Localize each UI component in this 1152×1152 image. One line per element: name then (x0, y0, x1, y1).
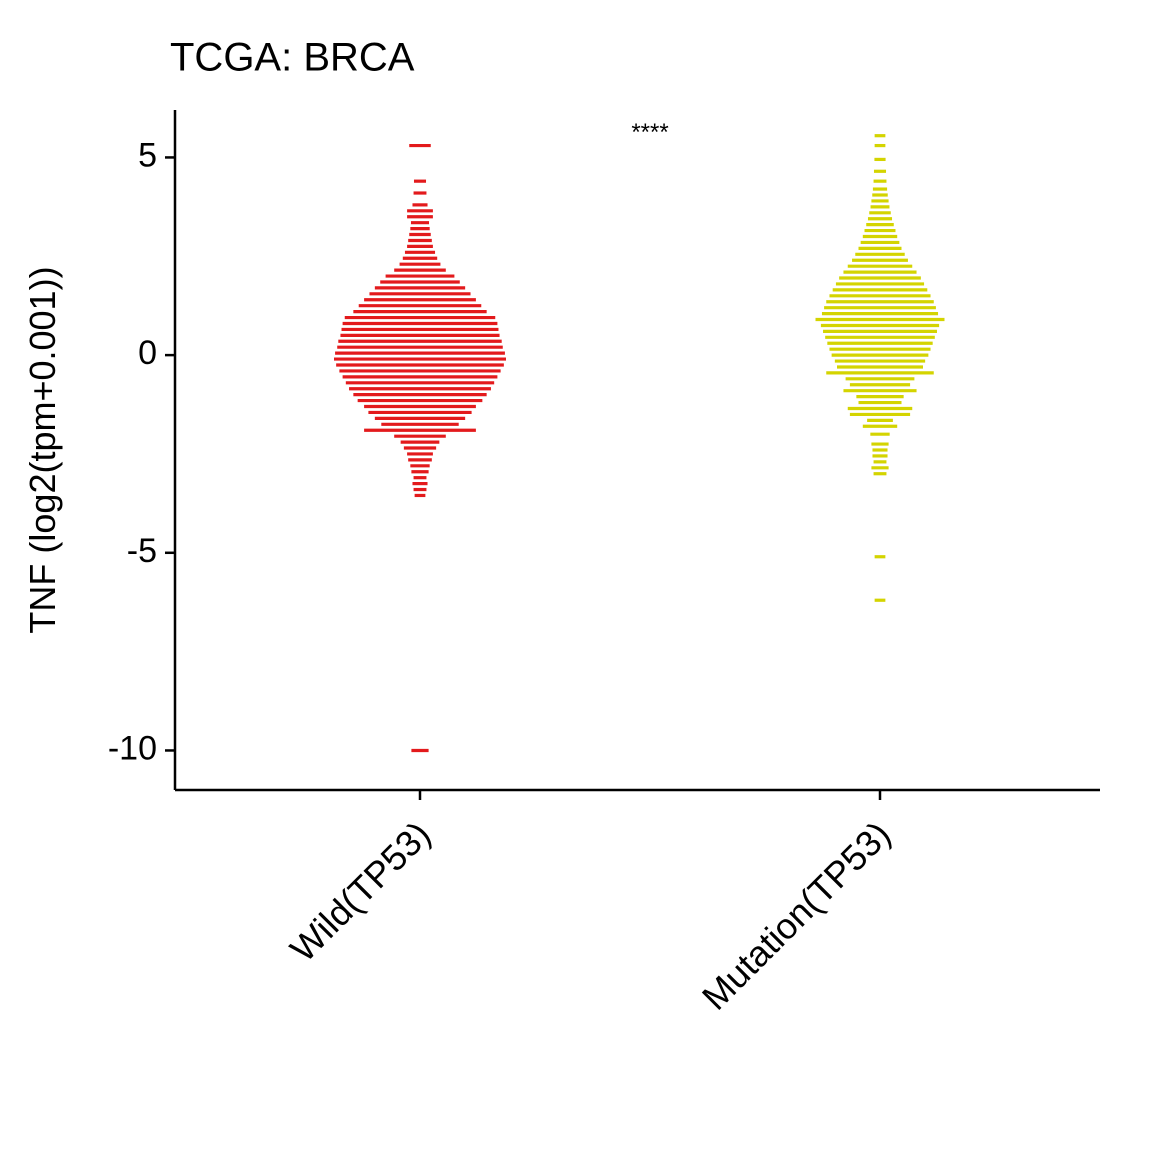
y-tick-label: 5 (138, 136, 157, 174)
plot-background (0, 0, 1152, 1152)
chart-title: TCGA: BRCA (170, 36, 415, 80)
y-tick-label: 0 (138, 334, 157, 372)
y-tick-label: -5 (127, 532, 157, 570)
beeswarm-chart: TCGA: BRCA-10-505TNF (log2(tpm+0.001))Wi… (0, 0, 1152, 1152)
y-axis-label: TNF (log2(tpm+0.001)) (22, 266, 63, 633)
y-tick-label: -10 (108, 729, 157, 767)
significance-label: **** (631, 119, 668, 146)
